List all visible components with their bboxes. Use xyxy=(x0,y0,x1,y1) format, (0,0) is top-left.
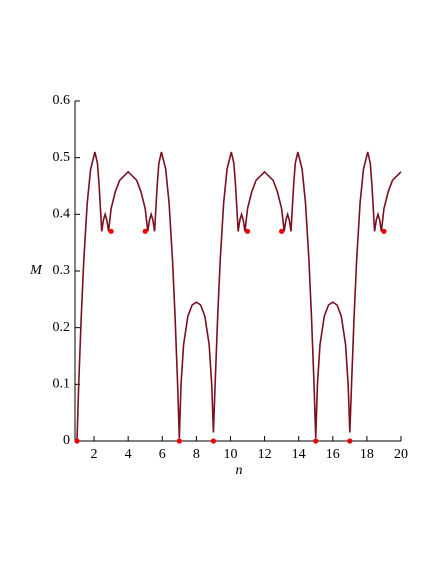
x-tick-label: 4 xyxy=(125,447,132,462)
data-point xyxy=(244,228,251,234)
data-point xyxy=(108,228,114,234)
x-tick-label: 14 xyxy=(292,447,306,462)
y-axis-label: M xyxy=(29,263,43,278)
data-line xyxy=(76,151,402,442)
y-tick-label: 0.3 xyxy=(53,263,71,278)
x-axis-label: n xyxy=(236,463,243,478)
x-tick-label: 12 xyxy=(258,447,272,462)
x-tick-label: 16 xyxy=(326,447,340,462)
y-tick-label: 0.6 xyxy=(53,93,71,108)
y-tick-label: 0.4 xyxy=(53,207,71,222)
data-point xyxy=(142,228,148,234)
data-point xyxy=(381,228,387,234)
data-point xyxy=(176,438,182,444)
x-tick-label: 20 xyxy=(394,447,408,462)
x-tick-label: 10 xyxy=(223,447,237,462)
data-point xyxy=(279,228,285,234)
y-tick-label: 0.1 xyxy=(53,377,71,392)
data-point xyxy=(347,438,353,444)
x-tick-label: 6 xyxy=(159,447,166,462)
data-point xyxy=(74,438,80,444)
y-tick-label: 0.5 xyxy=(53,150,71,165)
data-point xyxy=(313,438,319,444)
y-tick-label: 0.2 xyxy=(53,320,71,335)
x-tick-label: 18 xyxy=(360,447,374,462)
x-tick-label: 2 xyxy=(91,447,98,462)
y-tick-label: 0 xyxy=(63,433,70,448)
x-tick-label: 8 xyxy=(193,447,200,462)
data-point xyxy=(210,438,217,444)
